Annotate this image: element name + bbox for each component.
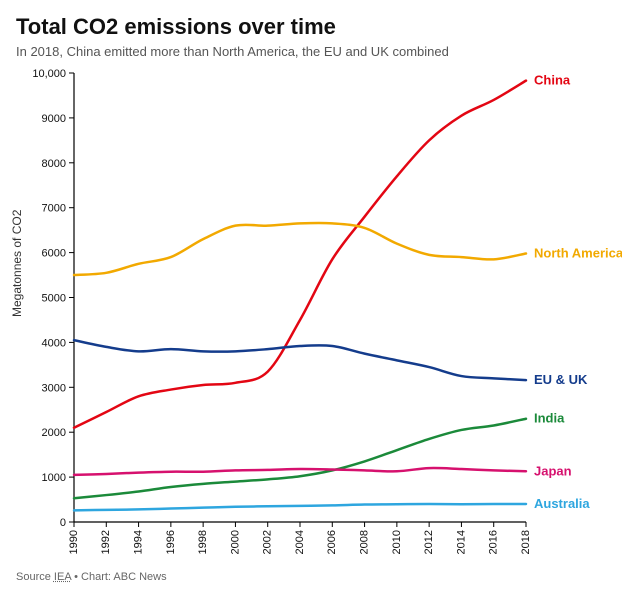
x-tick-label: 1994 — [132, 530, 144, 554]
y-tick-label: 3000 — [42, 382, 66, 394]
y-tick-label: 5000 — [42, 293, 66, 305]
x-tick-label: 1992 — [100, 530, 112, 554]
series-line-australia — [74, 504, 526, 510]
series-label: Japan — [534, 463, 572, 478]
x-tick-label: 1996 — [165, 530, 177, 554]
y-tick-label: 9000 — [42, 113, 66, 125]
series-line-japan — [74, 468, 526, 475]
x-tick-label: 1990 — [68, 530, 80, 554]
x-tick-label: 2018 — [520, 530, 532, 554]
series-line-eu-uk — [74, 340, 526, 380]
series-label: North America — [534, 245, 622, 260]
x-tick-label: 2004 — [294, 530, 306, 554]
series-label: Australia — [534, 496, 590, 511]
x-tick-label: 1998 — [197, 530, 209, 554]
y-tick-label: 10,000 — [32, 68, 66, 80]
credit-prefix: Source — [16, 571, 54, 583]
series-label: China — [534, 73, 571, 88]
x-tick-label: 2006 — [326, 530, 338, 554]
series-label: EU & UK — [534, 372, 588, 387]
y-tick-label: 0 — [60, 517, 66, 529]
credit-suffix: • Chart: ABC News — [71, 571, 167, 583]
y-axis-label: Megatonnes of CO2 — [10, 210, 24, 317]
y-tick-label: 4000 — [42, 337, 66, 349]
x-tick-label: 2002 — [262, 530, 274, 554]
series-label: India — [534, 411, 565, 426]
series-line-north-america — [74, 223, 526, 275]
x-tick-label: 2012 — [423, 530, 435, 554]
chart-credit: Source IEA • Chart: ABC News — [16, 571, 622, 583]
credit-source: IEA — [54, 571, 71, 583]
series-line-india — [74, 419, 526, 498]
chart-subtitle: In 2018, China emitted more than North A… — [16, 44, 622, 59]
x-tick-label: 2008 — [358, 530, 370, 554]
x-tick-label: 2000 — [229, 530, 241, 554]
y-tick-label: 1000 — [42, 472, 66, 484]
line-chart-svg: 0 1000 2000 3000 4000 5000 6000 7000 8000 9000 10,… — [16, 67, 622, 567]
x-tick-label: 2016 — [488, 530, 500, 554]
chart-area: Megatonnes of CO2 0100020003000400050006… — [16, 67, 622, 567]
y-tick-label: 7000 — [42, 203, 66, 215]
y-tick-label: 6000 — [42, 248, 66, 260]
chart-title: Total CO2 emissions over time — [16, 14, 622, 40]
x-tick-label: 2010 — [391, 530, 403, 554]
y-tick-label: 2000 — [42, 427, 66, 439]
y-tick-label: 8000 — [42, 158, 66, 170]
x-tick-label: 2014 — [455, 530, 467, 554]
